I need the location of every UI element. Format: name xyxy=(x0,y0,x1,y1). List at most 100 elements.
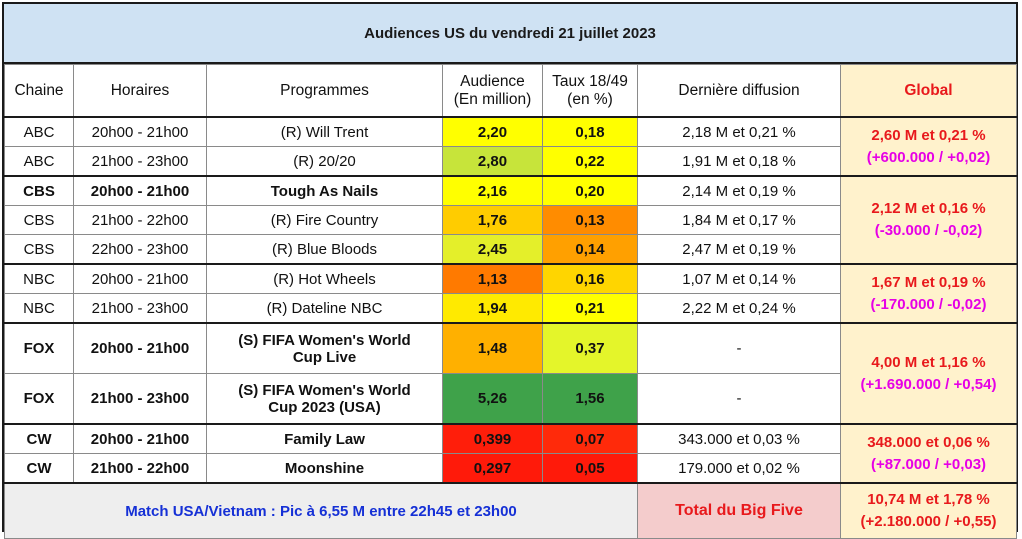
cell-taux: 0,13 xyxy=(542,205,638,235)
header-programmes: Programmes xyxy=(206,64,443,118)
cell-taux: 0,37 xyxy=(542,322,638,374)
cell-programme: (R) 20/20 xyxy=(206,146,443,177)
table-row: FOX 20h00 - 21h00 (S) FIFA Women's World… xyxy=(4,322,1017,425)
table-title: Audiences US du vendredi 21 juillet 2023 xyxy=(4,4,1016,64)
cell-horaires: 21h00 - 23h00 xyxy=(73,293,207,324)
header-horaires: Horaires xyxy=(73,64,207,118)
global-nbc-main: 1,67 M et 0,19 % xyxy=(871,273,986,291)
cell-audience: 2,45 xyxy=(442,234,543,265)
global-fox-diff: (+1.690.000 / +0,54) xyxy=(860,375,997,393)
cell-audience: 1,76 xyxy=(442,205,543,235)
global-cbs-diff: (-30.000 / -0,02) xyxy=(874,222,983,239)
cell-audience: 0,297 xyxy=(442,453,543,484)
cell-programme: Family Law xyxy=(206,423,443,454)
cell-derniere: - xyxy=(637,373,841,425)
global-cw-main: 348.000 et 0,06 % xyxy=(867,433,990,451)
total-global-diff: (+2.180.000 / +0,55) xyxy=(860,513,997,530)
cell-derniere: - xyxy=(637,322,841,374)
cell-chaine: ABC xyxy=(4,116,74,147)
cell-derniere: 2,47 M et 0,19 % xyxy=(637,234,841,265)
table-row: CBS 21h00 - 22h00 (R) Fire Country 1,76 … xyxy=(4,205,1017,235)
cell-taux: 0,20 xyxy=(542,175,638,206)
cell-chaine: FOX xyxy=(4,373,74,425)
cell-audience: 2,16 xyxy=(442,175,543,206)
cell-horaires: 20h00 - 21h00 xyxy=(73,175,207,206)
cell-chaine: CBS xyxy=(4,205,74,235)
cell-horaires: 22h00 - 23h00 xyxy=(73,234,207,265)
cell-programme: (S) FIFA Women's World Cup Live xyxy=(206,322,443,374)
cell-programme-line2: Cup Live xyxy=(292,348,357,366)
cell-programme: (R) Blue Bloods xyxy=(206,234,443,265)
header-chaine: Chaine xyxy=(4,64,74,118)
table-row: CW 21h00 - 22h00 Moonshine 0,297 0,05 17… xyxy=(4,453,1017,484)
cell-programme-line1: (S) FIFA Women's World xyxy=(238,331,411,349)
cell-programme: (R) Hot Wheels xyxy=(206,263,443,294)
cell-chaine: CW xyxy=(4,453,74,484)
global-fox: 4,00 M et 1,16 % (+1.690.000 / +0,54) xyxy=(840,322,1017,425)
cell-audience: 2,20 xyxy=(442,116,543,147)
cell-programme-line1: (S) FIFA Women's World xyxy=(238,381,411,399)
global-cbs-main: 2,12 M et 0,16 % xyxy=(871,200,986,217)
cell-horaires: 20h00 - 21h00 xyxy=(73,116,207,147)
cell-taux: 0,22 xyxy=(542,146,638,177)
table-row: CBS 22h00 - 23h00 (R) Blue Bloods 2,45 0… xyxy=(4,234,1017,265)
global-cw-diff: (+87.000 / +0,03) xyxy=(870,455,987,473)
cell-chaine: ABC xyxy=(4,146,74,177)
header-derniere: Dernière diffusion xyxy=(637,64,841,118)
cell-audience: 1,13 xyxy=(442,263,543,294)
total-global-main: 10,74 M et 1,78 % xyxy=(867,491,990,508)
total-global: 10,74 M et 1,78 % (+2.180.000 / +0,55) xyxy=(840,482,1017,539)
cell-programme: (R) Fire Country xyxy=(206,205,443,235)
global-cw: 348.000 et 0,06 % (+87.000 / +0,03) xyxy=(840,423,1017,484)
cell-horaires: 21h00 - 22h00 xyxy=(73,205,207,235)
cell-audience: 5,26 xyxy=(442,373,543,425)
header-row: Chaine Horaires Programmes Audience (En m… xyxy=(4,64,1017,118)
header-taux-line2: (en %) xyxy=(567,90,613,108)
cell-taux: 0,21 xyxy=(542,293,638,324)
global-fox-main: 4,00 M et 1,16 % xyxy=(871,353,986,371)
global-nbc: 1,67 M et 0,19 % (-170.000 / -0,02) xyxy=(840,263,1017,324)
cell-derniere: 1,84 M et 0,17 % xyxy=(637,205,841,235)
header-taux: Taux 18/49 (en %) xyxy=(542,64,638,118)
global-cbs: 2,12 M et 0,16 % (-30.000 / -0,02) xyxy=(840,175,1017,265)
cell-derniere: 179.000 et 0,02 % xyxy=(637,453,841,484)
cell-taux: 0,16 xyxy=(542,263,638,294)
cell-chaine: FOX xyxy=(4,322,74,374)
cell-audience: 1,48 xyxy=(442,322,543,374)
global-abc: 2,60 M et 0,21 % (+600.000 / +0,02) xyxy=(840,116,1017,177)
cell-derniere: 1,07 M et 0,14 % xyxy=(637,263,841,294)
cell-horaires: 20h00 - 21h00 xyxy=(73,322,207,374)
match-note: Match USA/Vietnam : Pic à 6,55 M entre 2… xyxy=(4,482,638,539)
cell-horaires: 21h00 - 23h00 xyxy=(73,146,207,177)
cell-taux: 0,07 xyxy=(542,423,638,454)
global-nbc-diff: (-170.000 / -0,02) xyxy=(870,295,987,313)
cell-horaires: 20h00 - 21h00 xyxy=(73,423,207,454)
total-label: Total du Big Five xyxy=(637,482,841,539)
cell-horaires: 21h00 - 22h00 xyxy=(73,453,207,484)
cell-horaires: 20h00 - 21h00 xyxy=(73,263,207,294)
cell-derniere: 343.000 et 0,03 % xyxy=(637,423,841,454)
global-abc-main: 2,60 M et 0,21 % xyxy=(871,126,986,144)
cell-taux: 1,56 xyxy=(542,373,638,425)
table-row: CW 20h00 - 21h00 Family Law 0,399 0,07 3… xyxy=(4,423,1017,484)
footer-row: Match USA/Vietnam : Pic à 6,55 M entre 2… xyxy=(4,482,1017,539)
cell-derniere: 1,91 M et 0,18 % xyxy=(637,146,841,177)
cell-audience: 0,399 xyxy=(442,423,543,454)
header-global: Global xyxy=(840,64,1017,118)
cell-chaine: NBC xyxy=(4,293,74,324)
audience-table: Chaine Horaires Programmes Audience (En m… xyxy=(4,64,1017,539)
cell-derniere: 2,22 M et 0,24 % xyxy=(637,293,841,324)
cell-chaine: NBC xyxy=(4,263,74,294)
header-audience-line2: (En million) xyxy=(453,90,532,108)
cell-derniere: 2,14 M et 0,19 % xyxy=(637,175,841,206)
cell-chaine: CBS xyxy=(4,175,74,206)
table-row: ABC 20h00 - 21h00 (R) Will Trent 2,20 0,… xyxy=(4,116,1017,177)
cell-horaires: 21h00 - 23h00 xyxy=(73,373,207,425)
header-taux-line1: Taux 18/49 xyxy=(552,72,628,90)
cell-programme: (R) Will Trent xyxy=(206,116,443,147)
table-row: NBC 20h00 - 21h00 (R) Hot Wheels 1,13 0,… xyxy=(4,263,1017,324)
cell-programme-line2: Cup 2023 (USA) xyxy=(268,398,381,416)
cell-programme: Moonshine xyxy=(206,453,443,484)
header-audience-line1: Audience xyxy=(460,72,525,90)
